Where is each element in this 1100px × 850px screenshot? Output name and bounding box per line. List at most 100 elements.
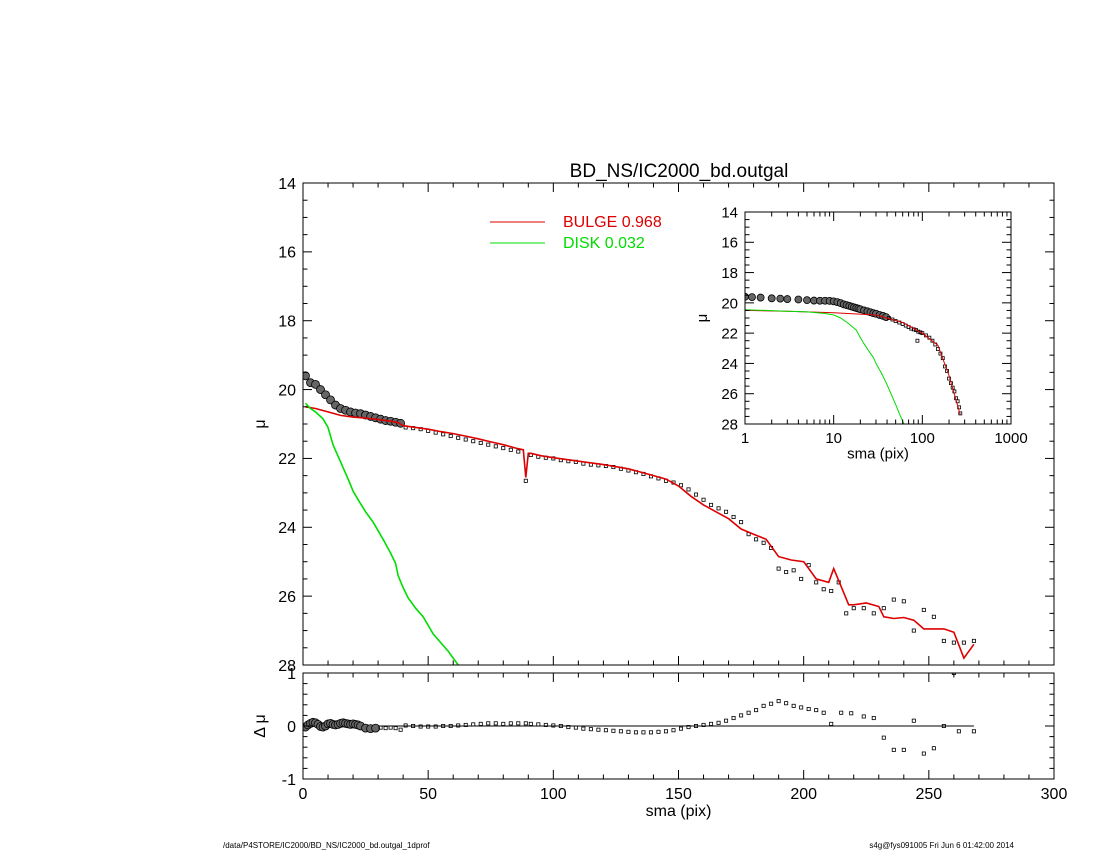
residual-data-point [716,720,721,725]
main-data-point [501,446,506,451]
main-data-point [961,640,966,645]
residual-data-point [388,725,393,730]
residual-data-point [694,724,699,729]
footer-file-path: /data/P4STORE/IC2000/BD_NS/IC2000_bd.out… [223,841,430,850]
residual-data-point [516,721,521,726]
residual-data-point [508,721,513,726]
main-data-point [471,439,476,444]
residual-data-point [411,724,416,729]
residual-x-tick-label: 0 [299,786,308,803]
inset-x-tick-label: 1 [741,430,749,447]
main-data-point [776,566,781,571]
residual-data-point [463,722,468,727]
residual-data-point [543,722,548,727]
residual-data-point [478,721,483,726]
residual-data-point [849,711,854,716]
inset-data-point [783,295,792,303]
main-data-point [821,587,826,592]
main-data-point [971,638,976,643]
main-data-point [516,449,521,454]
main-data-point [931,614,936,619]
main-data-point [448,434,453,439]
residual-data-point [418,724,423,729]
residual-data-point [596,727,601,732]
inset-x-axis-label: sma (pix) [847,446,909,463]
main-data-point [686,487,691,492]
main-profile-plot: 14 16 18 20 22 24 26 28 μ [252,176,1055,675]
main-bulge-line [305,406,975,660]
main-data-point [791,568,796,573]
residual-data-point [761,703,766,708]
residual-data-point [829,721,834,726]
main-data-point [901,599,906,604]
main-data-point [731,514,736,519]
inset-y-tick-label: 28 [721,416,738,433]
inset-log-plot: 1 10 100 1000 14 16 18 20 22 24 26 28 sma (pix) μ [694,204,1028,462]
residual-data-point [626,729,631,734]
inset-data-point [756,293,765,302]
residual-data-point [403,723,408,728]
residual-data-point [911,718,916,723]
residual-data-point [618,729,623,734]
inset-x-tick-label: 10 [825,430,842,447]
residual-x-tick-label: 100 [540,786,567,803]
main-data-point [761,540,766,545]
inset-bulge-line [745,309,961,416]
residual-data-point [821,710,826,715]
inset-data-point [803,296,811,305]
inset-y-tick-label: 14 [721,204,738,221]
main-y-axis-label: μ [252,419,269,428]
main-data-point [694,492,699,497]
residual-data-point [641,730,646,735]
residual-data-point [671,728,676,733]
main-y-tick-label: 18 [278,313,296,330]
residual-x-tick-label: 300 [1041,786,1068,803]
residual-data-point [588,727,593,732]
inset-x-tick-label: 1000 [994,430,1027,447]
main-data-point [851,606,856,611]
residual-data-point [724,718,729,723]
footer-timestamp: s4g@fys091005 Fri Jun 6 01:42:00 2014 [869,841,1014,850]
residual-data-point [921,751,926,756]
residual-data-point [426,724,431,729]
main-data-point [784,570,789,575]
main-data-point [754,537,759,542]
inset-disk-line [745,309,905,424]
residual-data-point [739,713,744,718]
main-data-point [508,447,513,452]
main-y-tick-label: 14 [278,176,296,193]
residual-data-point [581,726,586,731]
residual-data-point [871,716,876,721]
residual-data-point [441,724,446,729]
residual-data-point [378,725,383,730]
main-data-point [881,606,886,611]
residual-data-point [528,721,533,726]
residual-data-point [633,730,638,735]
main-data-point [303,371,310,381]
main-data-point [709,502,714,507]
legend-label-1: DISK 0.032 [563,235,645,252]
residual-data-point [383,726,388,731]
main-y-tick-label: 20 [278,382,296,399]
chart-title: BD_NS/IC2000_bd.outgal [570,161,789,182]
residual-x-tick-label: 250 [915,786,942,803]
inset-y-tick-label: 18 [721,265,738,282]
residual-data-point [611,728,616,733]
residual-data-point [558,724,563,729]
residual-data-point [501,721,506,726]
main-y-tick-label: 24 [278,520,296,537]
main-data-point [829,588,834,593]
inset-y-tick-label: 20 [721,295,738,312]
residual-data-point [603,728,608,733]
main-data-point [701,497,706,502]
main-data-point [523,478,528,483]
residual-data-point [679,726,684,731]
main-data-point [951,640,956,645]
inset-data-point [915,338,920,343]
main-data-point [456,435,461,440]
residual-data-point [371,723,380,733]
residual-data-point [891,747,896,752]
residual-data-point [799,705,804,710]
residual-data-point [709,721,714,726]
